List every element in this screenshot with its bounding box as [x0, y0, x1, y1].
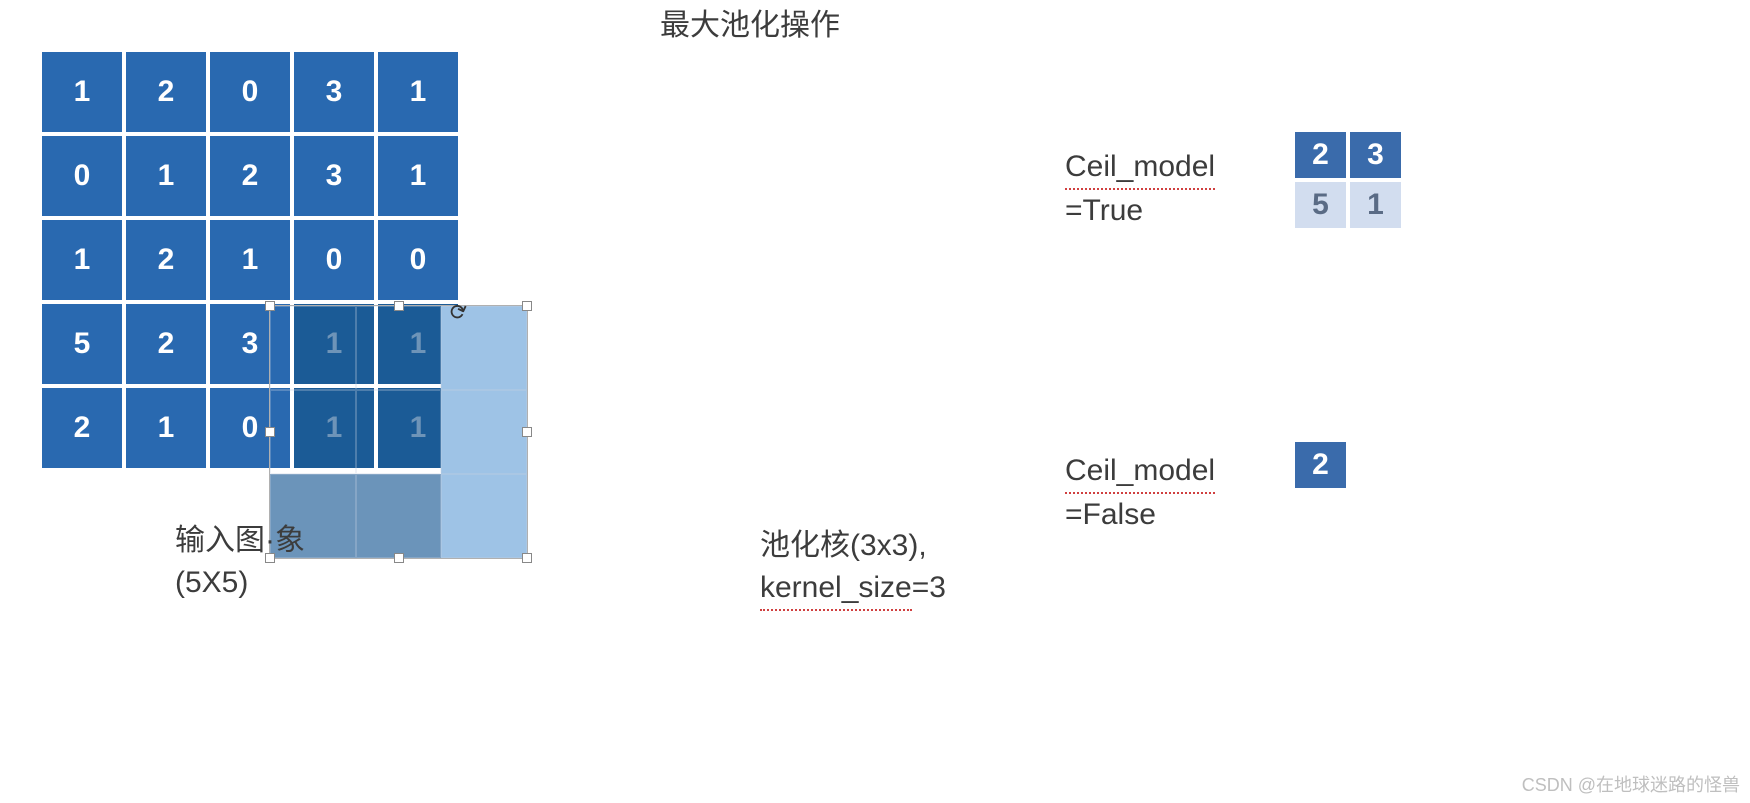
kernel-cell: [270, 390, 356, 474]
kernel-cell: [356, 474, 442, 558]
input-cell: 1: [376, 50, 460, 134]
input-cell: 0: [208, 50, 292, 134]
page-title: 最大池化操作: [660, 0, 840, 44]
resize-handle[interactable]: [394, 301, 404, 311]
input-cell: 0: [376, 218, 460, 302]
resize-handle[interactable]: [394, 553, 404, 563]
input-cell: 2: [40, 386, 124, 470]
kernel-cell: [441, 474, 527, 558]
output-cell: 2: [1293, 130, 1348, 180]
label-text: =False: [1065, 498, 1156, 531]
label-text: 输入图·象: [175, 524, 305, 557]
input-cell: 1: [124, 134, 208, 218]
output-grid-ceil-true: 2 3 5 1: [1293, 130, 1403, 230]
kernel-cell: [356, 306, 442, 390]
input-cell: 1: [376, 134, 460, 218]
input-cell: 2: [124, 218, 208, 302]
resize-handle[interactable]: [522, 553, 532, 563]
input-cell: 1: [40, 218, 124, 302]
label-text: 池化核(3x3),: [760, 529, 927, 562]
input-cell: 2: [124, 302, 208, 386]
kernel-cell: [270, 306, 356, 390]
resize-handle[interactable]: [522, 301, 532, 311]
input-cell: 1: [40, 50, 124, 134]
ceil-true-label: Ceil_model =True: [1065, 146, 1215, 232]
output-cell: 3: [1348, 130, 1403, 180]
input-cell: 1: [124, 386, 208, 470]
resize-handle[interactable]: [522, 427, 532, 437]
label-text: =True: [1065, 194, 1143, 227]
resize-handle[interactable]: [265, 427, 275, 437]
kernel-cell: [356, 390, 442, 474]
ceil-false-label: Ceil_model =False: [1065, 450, 1215, 536]
label-text: (5X5): [175, 566, 248, 599]
output-cell: 2: [1293, 440, 1348, 490]
kernel-overlay[interactable]: [269, 305, 528, 559]
output-cell: 1: [1348, 180, 1403, 230]
input-cell: 1: [208, 218, 292, 302]
input-cell: 2: [208, 134, 292, 218]
input-cell: 5: [40, 302, 124, 386]
output-grid-ceil-false: 2: [1293, 440, 1348, 490]
label-text: =3: [912, 571, 946, 604]
label-underlined: Ceil_model: [1065, 146, 1215, 190]
input-cell: 2: [124, 50, 208, 134]
resize-handle[interactable]: [265, 301, 275, 311]
kernel-label: 池化核(3x3), kernel_size=3: [760, 525, 946, 611]
input-cell: 0: [40, 134, 124, 218]
input-cell: 3: [292, 50, 376, 134]
output-cell: 5: [1293, 180, 1348, 230]
label-underlined: kernel_size: [760, 567, 912, 611]
kernel-cell: [441, 390, 527, 474]
watermark: CSDN @在地球迷路的怪兽: [1522, 771, 1740, 797]
label-underlined: Ceil_model: [1065, 450, 1215, 494]
input-cell: 0: [292, 218, 376, 302]
input-cell: 3: [292, 134, 376, 218]
input-image-label: 输入图·象 (5X5): [175, 520, 305, 604]
